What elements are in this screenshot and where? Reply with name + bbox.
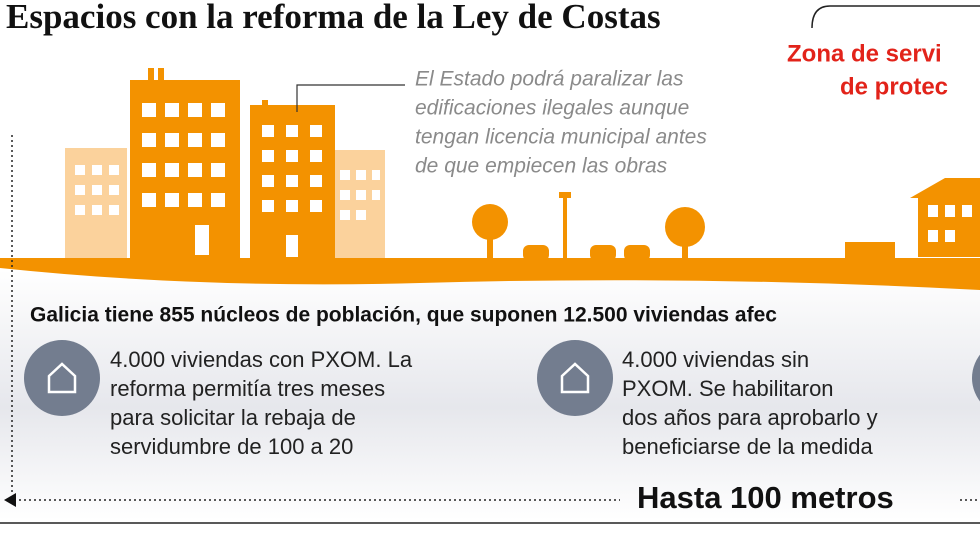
annotation: de que empiecen las obras xyxy=(415,155,668,178)
item-text: PXOM. Se habilitaron xyxy=(622,376,834,401)
annotation: edificaciones ilegales aunque xyxy=(415,97,689,120)
annotation: El Estado podrá paralizar las xyxy=(415,68,684,91)
annotation: tengan licencia municipal antes xyxy=(415,126,707,149)
zone-label: Zona de servi xyxy=(787,40,942,67)
item-text: reforma permitía tres meses xyxy=(110,376,385,401)
item-text: 4.000 viviendas sin xyxy=(622,347,809,372)
buildings xyxy=(65,68,385,260)
house-windows xyxy=(928,205,972,242)
item-text: servidumbre de 100 a 20 xyxy=(110,434,353,459)
zone-label: de protec xyxy=(840,73,948,100)
distance-label: Hasta 100 metros xyxy=(637,480,894,515)
annotation-line xyxy=(296,84,405,112)
title: Espacios con la reforma de la Ley de Cos… xyxy=(6,0,661,36)
item-text: para solicitar la rebaja de xyxy=(110,405,356,430)
arrow-head xyxy=(4,493,16,507)
item-text: dos años para aprobarlo y xyxy=(622,405,878,430)
icon xyxy=(24,340,100,416)
summary: Galicia tiene 855 núcleos de población, … xyxy=(30,304,777,327)
ground xyxy=(0,258,980,290)
background xyxy=(0,270,980,520)
item-text: 4.000 viviendas con PXOM. La xyxy=(110,347,413,372)
item-text: beneficiarse de la medida xyxy=(622,434,873,459)
zone-frame xyxy=(811,5,980,29)
icon xyxy=(972,354,980,402)
icon xyxy=(537,340,613,416)
street xyxy=(472,178,980,261)
